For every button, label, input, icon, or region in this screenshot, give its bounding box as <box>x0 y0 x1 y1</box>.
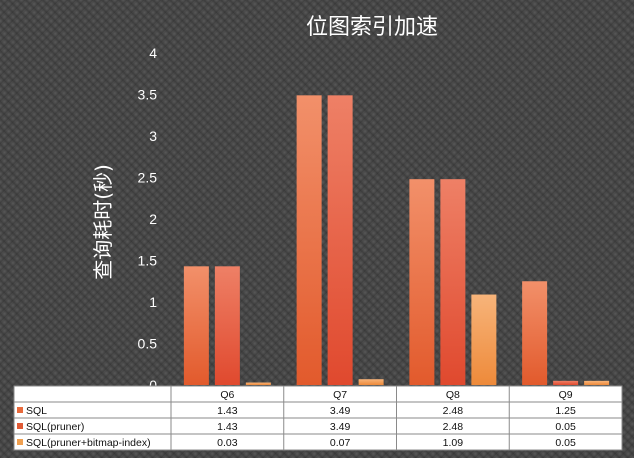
data-label: 1.25 <box>555 405 576 417</box>
x-category-label: Q6 <box>220 389 234 401</box>
data-label: 1.43 <box>217 421 238 433</box>
y-axis-ticks: 0 0.5 1 1.5 2 2.5 3 3.5 4 <box>138 45 158 393</box>
bar-q9-series-2 <box>584 380 610 385</box>
bar-q7-series-2 <box>358 379 384 385</box>
series-name: SQL(pruner+bitmap-index) <box>26 437 151 449</box>
bar-q6-series-2 <box>245 382 271 385</box>
legend-swatch <box>17 439 23 445</box>
data-label: 0.05 <box>555 421 576 433</box>
series-name: SQL(pruner) <box>26 421 84 433</box>
data-label: 0.07 <box>330 437 351 449</box>
bar-q8-series-2 <box>471 294 497 385</box>
bar-q6-series-1 <box>214 266 240 385</box>
data-label: 0.03 <box>217 437 238 449</box>
bar-series <box>183 95 610 385</box>
y-tick-label: 1 <box>149 294 157 310</box>
bar-q9-series-1 <box>553 380 579 385</box>
y-tick-label: 2 <box>149 211 157 227</box>
bar-q7-series-1 <box>327 95 353 385</box>
bar-q9-series-0 <box>522 281 548 385</box>
bar-q6-series-0 <box>183 266 209 385</box>
y-tick-label: 2.5 <box>138 170 158 186</box>
y-tick-label: 3.5 <box>138 87 158 103</box>
x-category-label: Q7 <box>333 389 347 401</box>
bar-q8-series-1 <box>440 179 466 385</box>
y-tick-label: 4 <box>149 45 157 61</box>
series-name: SQL <box>26 405 47 417</box>
y-tick-label: 3 <box>149 128 157 144</box>
y-axis-label: 查询耗时(秒) <box>91 164 115 280</box>
data-label: 0.05 <box>555 437 576 449</box>
data-label: 3.49 <box>330 405 351 417</box>
y-tick-label: 1.5 <box>138 253 158 269</box>
x-category-label: Q9 <box>559 389 573 401</box>
legend-swatch <box>17 407 23 413</box>
data-label: 1.43 <box>217 405 238 417</box>
data-label: 2.48 <box>443 421 464 433</box>
chart-title: 位图索引加速 <box>306 15 438 40</box>
y-tick-label: 0.5 <box>138 336 158 352</box>
legend-swatch <box>17 423 23 429</box>
bar-q7-series-0 <box>296 95 322 385</box>
data-label: 1.09 <box>443 437 464 449</box>
data-label: 3.49 <box>330 421 351 433</box>
data-table: Q6 Q7 Q8 Q9 SQL 1.43 3.49 2.48 1.25 SQL(pruner) 1.… <box>13 385 623 451</box>
bar-q8-series-0 <box>409 179 435 385</box>
y-tick-label: 0 <box>149 377 157 393</box>
x-category-label: Q8 <box>446 389 460 401</box>
data-label: 2.48 <box>443 405 464 417</box>
